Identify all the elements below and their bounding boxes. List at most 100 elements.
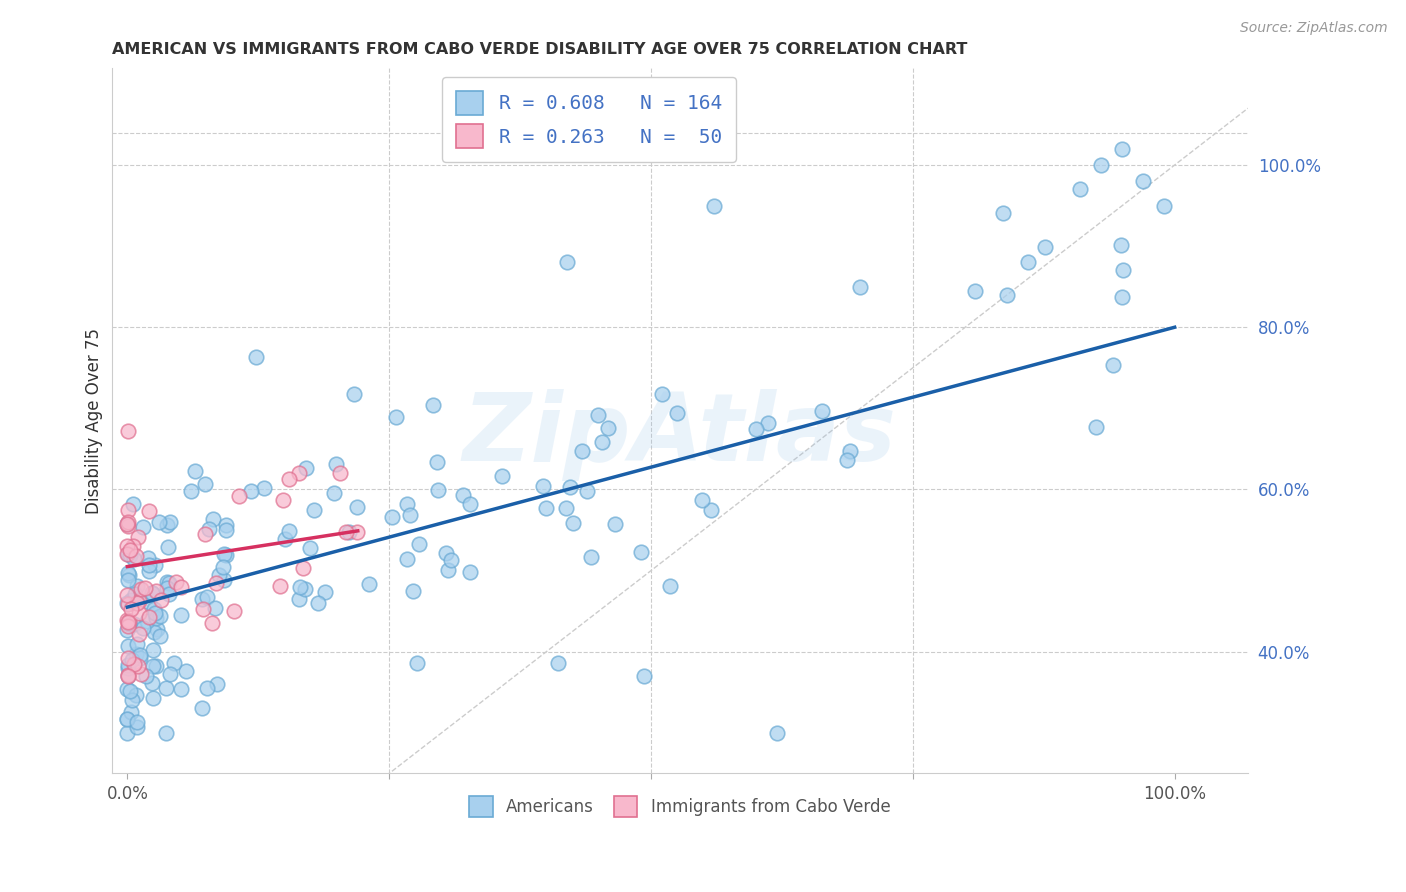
Point	[207, 567, 229, 582]
Point	[659, 579, 682, 593]
Point	[288, 466, 311, 480]
Point	[118, 684, 141, 698]
Point	[963, 284, 986, 298]
Point	[298, 541, 321, 556]
Point	[630, 545, 652, 559]
Point	[143, 624, 166, 639]
Point	[451, 488, 474, 502]
Point	[591, 434, 613, 449]
Point	[184, 464, 207, 478]
Point	[633, 669, 655, 683]
Point	[138, 558, 160, 572]
Point	[253, 481, 276, 495]
Point	[165, 574, 187, 589]
Point	[440, 553, 463, 567]
Point	[117, 615, 139, 629]
Point	[201, 615, 224, 630]
Point	[1033, 240, 1056, 254]
Point	[555, 255, 578, 269]
Point	[346, 500, 368, 515]
Point	[534, 500, 557, 515]
Point	[274, 532, 297, 546]
Point	[422, 398, 444, 412]
Point	[118, 616, 141, 631]
Point	[132, 520, 155, 534]
Point	[117, 623, 139, 637]
Point	[117, 573, 139, 587]
Point	[159, 516, 181, 530]
Point	[125, 591, 148, 606]
Point	[138, 610, 160, 624]
Point	[117, 669, 139, 683]
Point	[271, 493, 294, 508]
Point	[117, 650, 139, 665]
Point	[385, 409, 408, 424]
Point	[343, 387, 366, 401]
Point	[197, 522, 219, 536]
Point	[1111, 290, 1133, 304]
Point	[128, 627, 150, 641]
Point	[215, 549, 238, 563]
Point	[460, 497, 482, 511]
Point	[596, 421, 619, 435]
Point	[1084, 420, 1107, 434]
Point	[117, 726, 139, 740]
Point	[381, 509, 404, 524]
Point	[118, 614, 141, 628]
Point	[117, 712, 139, 726]
Point	[703, 198, 725, 212]
Point	[156, 518, 179, 533]
Point	[399, 508, 422, 522]
Point	[205, 576, 228, 591]
Point	[335, 525, 357, 540]
Point	[117, 639, 139, 653]
Point	[117, 619, 139, 633]
Point	[294, 582, 316, 597]
Point	[125, 720, 148, 734]
Point	[603, 517, 626, 532]
Point	[995, 287, 1018, 301]
Point	[426, 483, 449, 497]
Point	[156, 540, 179, 554]
Point	[138, 564, 160, 578]
Point	[228, 489, 250, 503]
Point	[204, 601, 226, 615]
Point	[561, 516, 583, 530]
Point	[141, 675, 163, 690]
Point	[304, 503, 326, 517]
Point	[288, 591, 311, 606]
Point	[402, 584, 425, 599]
Point	[117, 517, 139, 532]
Point	[193, 602, 215, 616]
Point	[765, 726, 787, 740]
Point	[396, 552, 419, 566]
Point	[170, 681, 193, 696]
Point	[1132, 174, 1154, 188]
Point	[118, 548, 141, 562]
Point	[129, 648, 152, 662]
Point	[159, 667, 181, 681]
Point	[205, 676, 228, 690]
Point	[122, 496, 145, 510]
Point	[131, 621, 153, 635]
Point	[1090, 158, 1112, 172]
Point	[150, 593, 173, 607]
Point	[122, 657, 145, 672]
Point	[811, 404, 834, 418]
Point	[142, 691, 165, 706]
Point	[406, 656, 429, 670]
Point	[269, 579, 291, 593]
Point	[118, 616, 141, 631]
Legend: Americans, Immigrants from Cabo Verde: Americans, Immigrants from Cabo Verde	[461, 789, 898, 825]
Point	[143, 606, 166, 620]
Point	[117, 515, 139, 529]
Point	[143, 558, 166, 573]
Point	[117, 613, 139, 627]
Point	[294, 461, 316, 475]
Point	[240, 484, 263, 499]
Point	[194, 526, 217, 541]
Point	[127, 529, 149, 543]
Point	[146, 622, 169, 636]
Point	[127, 596, 149, 610]
Point	[426, 455, 449, 469]
